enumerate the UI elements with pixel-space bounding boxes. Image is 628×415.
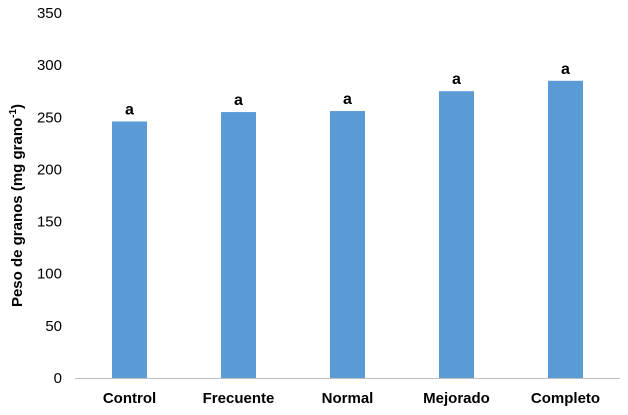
x-tick-label: Completo xyxy=(531,390,600,407)
data-label: a xyxy=(125,101,134,118)
data-label: a xyxy=(234,92,243,109)
x-tick-label: Frecuente xyxy=(203,390,275,407)
bar-completo xyxy=(548,80,583,379)
x-tick-label: Control xyxy=(103,390,156,407)
data-label: a xyxy=(561,61,570,78)
x-tick-label: Normal xyxy=(322,390,374,407)
data-labels: a a a a a xyxy=(125,61,570,119)
x-tick-label: Mejorado xyxy=(423,390,490,407)
y-tick-label: 100 xyxy=(37,266,62,283)
y-tick-label: 50 xyxy=(45,318,62,335)
x-axis-labels: Control Frecuente Normal Mejorado Completo xyxy=(103,390,600,407)
bar-frecuente xyxy=(221,112,256,379)
y-tick-label: 200 xyxy=(37,161,62,178)
bar-control xyxy=(112,121,147,378)
y-tick-label: 250 xyxy=(37,109,62,126)
y-axis-ticks: 0 50 100 150 200 250 300 350 xyxy=(37,5,62,387)
y-tick-label: 300 xyxy=(37,57,62,74)
y-tick-label: 0 xyxy=(54,370,62,387)
data-label: a xyxy=(343,91,352,108)
data-label: a xyxy=(452,71,461,88)
bars xyxy=(112,80,583,379)
y-axis-title: Peso de granos (mg grano-1) xyxy=(8,104,26,307)
bar-normal xyxy=(330,111,365,379)
y-tick-label: 350 xyxy=(37,5,62,22)
y-tick-label: 150 xyxy=(37,214,62,231)
bar-mejorado xyxy=(439,91,474,378)
